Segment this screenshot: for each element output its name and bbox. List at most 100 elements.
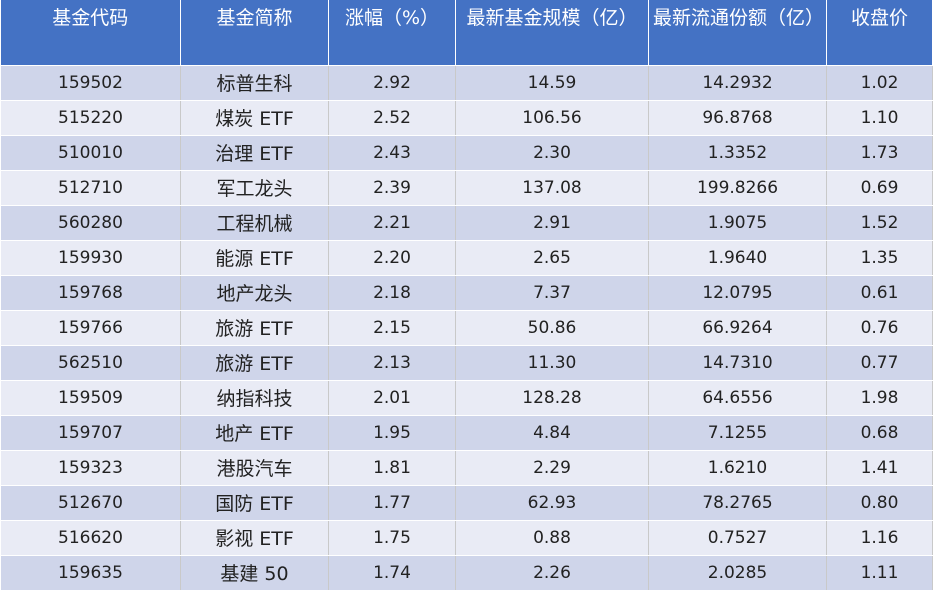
table-cell: 1.77	[328, 484, 456, 521]
table-cell: 治理 ETF	[180, 134, 329, 171]
table-cell: 1.73	[826, 134, 933, 171]
table-cell: 2.29	[455, 449, 649, 486]
table-cell: 1.52	[826, 204, 933, 241]
table-cell: 1.35	[826, 239, 933, 276]
table-cell: 159707	[0, 414, 181, 451]
table-cell: 14.7310	[648, 344, 827, 381]
header-cell: 基金代码	[0, 0, 181, 65]
table-cell: 国防 ETF	[180, 484, 329, 521]
table-cell: 159766	[0, 309, 181, 346]
table-cell: 562510	[0, 344, 181, 381]
table-cell: 66.9264	[648, 309, 827, 346]
table-cell: 2.30	[455, 134, 649, 171]
header-cell: 涨幅（%）	[328, 0, 456, 65]
table-cell: 2.01	[328, 379, 456, 416]
table-cell: 1.9075	[648, 204, 827, 241]
table-row: 560280 工程机械 2.21 2.91 1.9075 1.52	[0, 204, 933, 241]
table-cell: 1.81	[328, 449, 456, 486]
table-cell: 1.98	[826, 379, 933, 416]
table-cell: 12.0795	[648, 274, 827, 311]
table-cell: 516620	[0, 519, 181, 556]
table-row: 159323 港股汽车 1.81 2.29 1.6210 1.41	[0, 449, 933, 486]
table-cell: 旅游 ETF	[180, 309, 329, 346]
table-cell: 2.21	[328, 204, 456, 241]
table-cell: 1.11	[826, 554, 933, 591]
header-cell: 最新基金规模（亿）	[455, 0, 649, 65]
table-cell: 2.52	[328, 99, 456, 136]
table-row: 516620 影视 ETF 1.75 0.88 0.7527 1.16	[0, 519, 933, 556]
table-cell: 旅游 ETF	[180, 344, 329, 381]
table-row: 512670 国防 ETF 1.77 62.93 78.2765 0.80	[0, 484, 933, 521]
table-row: 159502 标普生科 2.92 14.59 14.2932 1.02	[0, 64, 933, 101]
table-cell: 2.92	[328, 64, 456, 101]
table-cell: 地产龙头	[180, 274, 329, 311]
table-cell: 能源 ETF	[180, 239, 329, 276]
table-cell: 78.2765	[648, 484, 827, 521]
table-cell: 港股汽车	[180, 449, 329, 486]
table-row: 510010 治理 ETF 2.43 2.30 1.3352 1.73	[0, 134, 933, 171]
table-cell: 2.13	[328, 344, 456, 381]
table-cell: 2.39	[328, 169, 456, 206]
table-cell: 2.26	[455, 554, 649, 591]
table-cell: 0.61	[826, 274, 933, 311]
table-cell: 基建 50	[180, 554, 329, 591]
table-cell: 影视 ETF	[180, 519, 329, 556]
table-cell: 64.6556	[648, 379, 827, 416]
table-row: 159768 地产龙头 2.18 7.37 12.0795 0.61	[0, 274, 933, 311]
table-cell: 2.65	[455, 239, 649, 276]
table-cell: 1.10	[826, 99, 933, 136]
table-row: 159766 旅游 ETF 2.15 50.86 66.9264 0.76	[0, 309, 933, 346]
table-cell: 1.41	[826, 449, 933, 486]
header-cell: 收盘价	[826, 0, 933, 65]
table-cell: 2.20	[328, 239, 456, 276]
table-cell: 515220	[0, 99, 181, 136]
table-cell: 煤炭 ETF	[180, 99, 329, 136]
table-cell: 0.69	[826, 169, 933, 206]
table-cell: 1.6210	[648, 449, 827, 486]
table-cell: 2.15	[328, 309, 456, 346]
table-cell: 159635	[0, 554, 181, 591]
table-cell: 0.88	[455, 519, 649, 556]
table-cell: 159768	[0, 274, 181, 311]
table-cell: 军工龙头	[180, 169, 329, 206]
table-cell: 0.7527	[648, 519, 827, 556]
table-cell: 14.59	[455, 64, 649, 101]
table-cell: 0.76	[826, 309, 933, 346]
table-cell: 1.9640	[648, 239, 827, 276]
table-cell: 0.77	[826, 344, 933, 381]
table-cell: 1.16	[826, 519, 933, 556]
table-cell: 96.8768	[648, 99, 827, 136]
header-row: 基金代码 基金简称 涨幅（%） 最新基金规模（亿） 最新流通份额（亿） 收盘价	[0, 0, 933, 65]
table-cell: 560280	[0, 204, 181, 241]
table-cell: 工程机械	[180, 204, 329, 241]
header-cell: 基金简称	[180, 0, 329, 65]
table-cell: 159323	[0, 449, 181, 486]
table-row: 159509 纳指科技 2.01 128.28 64.6556 1.98	[0, 379, 933, 416]
table-cell: 1.02	[826, 64, 933, 101]
table-cell: 标普生科	[180, 64, 329, 101]
table-cell: 0.68	[826, 414, 933, 451]
table-cell: 2.0285	[648, 554, 827, 591]
table-cell: 137.08	[455, 169, 649, 206]
table-cell: 7.1255	[648, 414, 827, 451]
table-cell: 1.74	[328, 554, 456, 591]
table-cell: 159930	[0, 239, 181, 276]
table-cell: 7.37	[455, 274, 649, 311]
table-cell: 1.95	[328, 414, 456, 451]
table-row: 159707 地产 ETF 1.95 4.84 7.1255 0.68	[0, 414, 933, 451]
table-cell: 纳指科技	[180, 379, 329, 416]
table-cell: 50.86	[455, 309, 649, 346]
table-cell: 2.43	[328, 134, 456, 171]
table-row: 159635 基建 50 1.74 2.26 2.0285 1.11	[0, 554, 933, 591]
table-cell: 106.56	[455, 99, 649, 136]
table-row: 515220 煤炭 ETF 2.52 106.56 96.8768 1.10	[0, 99, 933, 136]
table-cell: 0.80	[826, 484, 933, 521]
table-cell: 510010	[0, 134, 181, 171]
table-cell: 2.18	[328, 274, 456, 311]
table-cell: 地产 ETF	[180, 414, 329, 451]
table-body: 159502 标普生科 2.92 14.59 14.2932 1.02 515220 煤炭 E…	[0, 64, 933, 591]
table-cell: 1.75	[328, 519, 456, 556]
header-cell: 最新流通份额（亿）	[648, 0, 827, 65]
